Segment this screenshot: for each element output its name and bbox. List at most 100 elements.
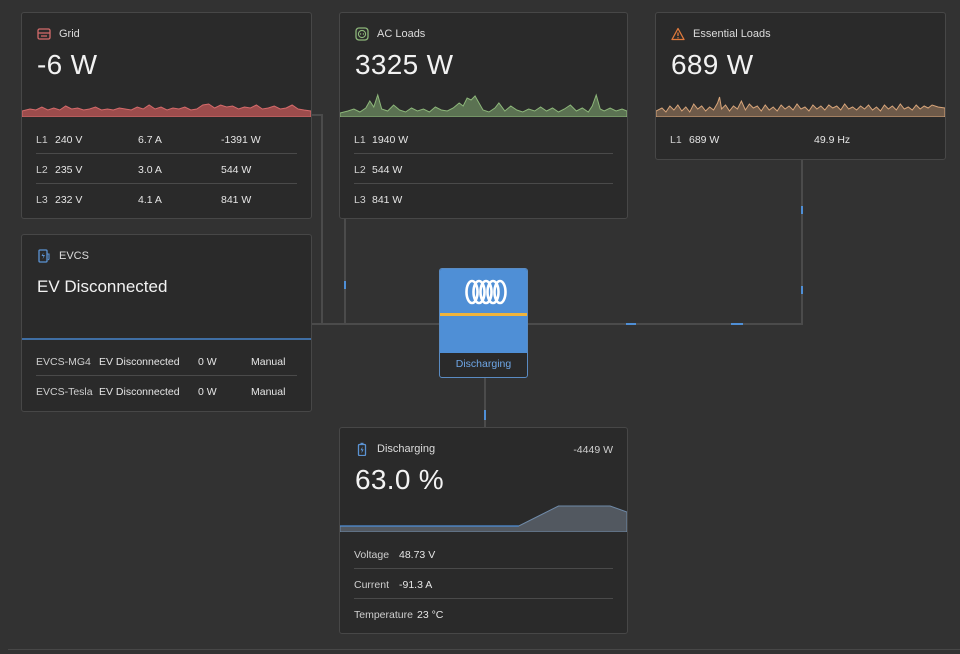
grid-phase-table: L1 240 V 6.7 A -1391 W L2 235 V 3.0 A 54… xyxy=(36,124,297,213)
inverter-status: Discharging xyxy=(455,358,512,370)
evcs-title: EVCS xyxy=(59,250,89,262)
evcs-divider xyxy=(22,338,311,340)
table-row: Current -91.3 A xyxy=(354,569,613,599)
flow-dot xyxy=(731,323,743,325)
charger-name: EVCS-Tesla xyxy=(36,386,93,398)
phase-voltage: 240 V xyxy=(55,134,83,146)
evcs-charger-table: EVCS-MG4 EV Disconnected 0 W Manual EVCS… xyxy=(36,346,297,405)
phase-current: 3.0 A xyxy=(138,164,162,176)
bottom-bar-edge xyxy=(8,649,960,654)
plug-socket-icon xyxy=(355,27,369,41)
grid-power: -6 W xyxy=(37,49,98,80)
evcs-card-header: EVCS xyxy=(37,249,89,263)
phase-label: L1 xyxy=(354,134,366,146)
inverter-widget[interactable]: Discharging xyxy=(439,268,528,378)
detail-value: 48.73 V xyxy=(399,549,436,561)
phase-power: -1391 W xyxy=(221,134,261,146)
battery-power: -4449 W xyxy=(573,444,613,456)
ac-loads-wire xyxy=(344,218,346,325)
charger-status: EV Disconnected xyxy=(99,386,180,398)
table-row: L1 689 W 49.9 Hz xyxy=(670,124,931,153)
ac-loads-sparkline xyxy=(340,93,627,117)
table-row: L3 232 V 4.1 A 841 W xyxy=(36,184,297,213)
battery-soc: 63.0 % xyxy=(355,464,444,495)
battery-card[interactable]: Discharging -4449 W 63.0 % Voltage 48.73… xyxy=(339,427,628,634)
phase-power: 544 W xyxy=(372,164,403,176)
ev-charger-icon xyxy=(37,249,51,263)
battery-icon xyxy=(355,442,369,457)
grid-card[interactable]: Grid -6 W L1 240 V 6.7 A -1391 W L2 235 … xyxy=(21,12,312,219)
ac-loads-title: AC Loads xyxy=(377,28,426,40)
battery-card-header: Discharging xyxy=(355,442,436,457)
detail-value: -91.3 A xyxy=(399,579,433,591)
ac-loads-phase-table: L1 1940 W L2 544 W L3 841 W xyxy=(354,124,613,213)
flow-dot xyxy=(484,410,486,420)
bus-wire-right xyxy=(527,323,803,325)
table-row[interactable]: EVCS-MG4 EV Disconnected 0 W Manual xyxy=(36,346,297,376)
table-row: L3 841 W xyxy=(354,184,613,213)
phase-voltage: 232 V xyxy=(55,194,83,206)
flow-dot xyxy=(801,286,803,294)
battery-title: Discharging xyxy=(377,443,436,455)
battery-wire xyxy=(484,377,486,427)
essential-loads-title: Essential Loads xyxy=(693,28,771,40)
phase-voltage: 235 V xyxy=(55,164,83,176)
detail-label: Temperature xyxy=(354,609,413,621)
phase-label: L3 xyxy=(36,194,48,206)
warning-triangle-icon xyxy=(671,27,685,41)
phase-label: L3 xyxy=(354,194,366,206)
table-row: Temperature 23 °C xyxy=(354,599,613,628)
victron-logo-icon xyxy=(459,277,511,312)
flow-dot xyxy=(801,206,803,214)
charger-mode: Manual xyxy=(251,356,286,368)
evcs-status: EV Disconnected xyxy=(37,277,168,296)
phase-power: 1940 W xyxy=(372,134,409,146)
essential-loads-wire xyxy=(801,160,803,325)
inverter-ac-line xyxy=(440,313,527,316)
bus-wire-left xyxy=(311,323,440,325)
detail-label: Current xyxy=(354,579,390,591)
essential-loads-sparkline xyxy=(656,96,945,117)
battery-details-table: Voltage 48.73 V Current -91.3 A Temperat… xyxy=(354,539,613,628)
detail-value: 23 °C xyxy=(417,609,444,621)
table-row: L1 1940 W xyxy=(354,124,613,154)
battery-soc-sparkline xyxy=(340,505,627,532)
phase-power: 544 W xyxy=(221,164,252,176)
grid-meter-icon xyxy=(37,27,51,41)
charger-mode: Manual xyxy=(251,386,286,398)
charger-name: EVCS-MG4 xyxy=(36,356,91,368)
grid-card-header: Grid xyxy=(37,27,80,41)
table-row: L2 235 V 3.0 A 544 W xyxy=(36,154,297,184)
ac-loads-power: 3325 W xyxy=(355,49,454,80)
phase-current: 4.1 A xyxy=(138,194,162,206)
flow-dot xyxy=(626,323,636,325)
essential-loads-card-header: Essential Loads xyxy=(671,27,771,41)
essential-loads-card[interactable]: Essential Loads 689 W L1 689 W 49.9 Hz xyxy=(655,12,946,160)
inverter-header xyxy=(440,269,527,353)
ac-loads-card[interactable]: AC Loads 3325 W L1 1940 W L2 544 W L3 84… xyxy=(339,12,628,219)
table-row: L2 544 W xyxy=(354,154,613,184)
phase-label: L1 xyxy=(670,134,682,146)
phase-label: L2 xyxy=(354,164,366,176)
table-row[interactable]: EVCS-Tesla EV Disconnected 0 W Manual xyxy=(36,376,297,405)
ac-loads-card-header: AC Loads xyxy=(355,27,425,41)
grid-sparkline xyxy=(22,103,311,117)
phase-power: 689 W xyxy=(689,134,720,146)
phase-current: 6.7 A xyxy=(138,134,162,146)
evcs-card[interactable]: EVCS EV Disconnected EVCS-MG4 EV Disconn… xyxy=(21,234,312,412)
table-row: L1 240 V 6.7 A -1391 W xyxy=(36,124,297,154)
phase-power: 841 W xyxy=(221,194,252,206)
phase-frequency: 49.9 Hz xyxy=(814,134,851,146)
phase-power: 841 W xyxy=(372,194,403,206)
table-row: Voltage 48.73 V xyxy=(354,539,613,569)
grid-title: Grid xyxy=(59,28,80,40)
charger-power: 0 W xyxy=(198,356,217,368)
charger-power: 0 W xyxy=(198,386,217,398)
essential-loads-power: 689 W xyxy=(671,49,754,80)
charger-status: EV Disconnected xyxy=(99,356,180,368)
grid-wire xyxy=(311,114,323,116)
flow-dot xyxy=(344,281,346,289)
detail-label: Voltage xyxy=(354,549,390,561)
essential-loads-phase-table: L1 689 W 49.9 Hz xyxy=(670,124,931,153)
phase-label: L2 xyxy=(36,164,48,176)
